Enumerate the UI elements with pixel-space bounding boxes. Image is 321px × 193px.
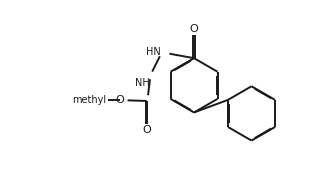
Text: O: O [190,24,198,34]
Text: methyl: methyl [72,95,106,105]
Text: O: O [115,95,124,105]
Text: O: O [143,125,151,135]
Text: NH: NH [135,78,150,88]
Text: HN: HN [146,47,160,58]
